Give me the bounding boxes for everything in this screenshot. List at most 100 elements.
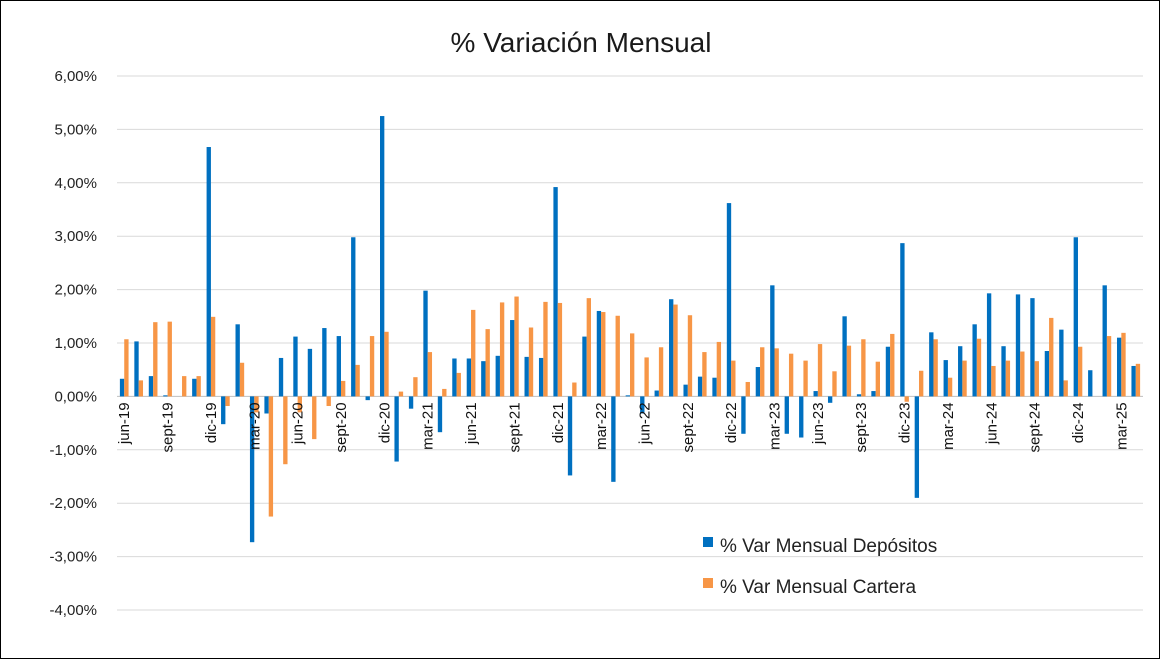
bar-cartera-dic-20 xyxy=(384,331,389,397)
bar-cartera-jul-20 xyxy=(312,396,317,440)
bar-depositos-jul-21 xyxy=(481,361,486,397)
bar-cartera-dic-21 xyxy=(557,302,563,397)
bar-depositos-oct-20 xyxy=(351,237,356,397)
bar-cartera-may-20 xyxy=(283,396,288,465)
y-tick-label: -3,00% xyxy=(49,549,97,566)
y-tick-label: 6,00% xyxy=(54,68,97,85)
bar-depositos-dic-21 xyxy=(553,187,558,397)
bar-cartera-may-23 xyxy=(803,360,808,397)
x-tick-label: dic-20 xyxy=(376,402,393,443)
bar-cartera-feb-20 xyxy=(239,362,245,397)
bar-depositos-jun-22 xyxy=(640,396,645,414)
x-tick-label: jun-24 xyxy=(983,402,1000,445)
x-tick-label: mar-22 xyxy=(593,402,610,450)
bar-depositos-jul-20 xyxy=(307,348,313,397)
x-tick-label: jun-19 xyxy=(116,402,133,445)
legend-swatch-cartera xyxy=(703,578,713,588)
bar-cartera-jun-23 xyxy=(817,344,823,397)
bar-depositos-nov-20 xyxy=(365,396,370,401)
bar-depositos-nov-22 xyxy=(712,377,717,397)
bar-depositos-dic-20 xyxy=(380,116,385,397)
bar-depositos-mar-22 xyxy=(596,310,602,397)
bar-depositos-feb-20 xyxy=(235,324,240,397)
bar-depositos-ene-23 xyxy=(741,396,746,434)
y-tick-label: 3,00% xyxy=(54,228,97,245)
bar-cartera-jun-24 xyxy=(991,365,996,397)
bar-cartera-oct-24 xyxy=(1049,317,1054,397)
bar-depositos-ene-20 xyxy=(221,396,226,425)
bar-depositos-nov-19 xyxy=(192,378,197,397)
bar-cartera-oct-21 xyxy=(528,327,534,397)
bar-depositos-dic-22 xyxy=(726,203,732,397)
y-tick-label: 4,00% xyxy=(54,175,97,192)
x-tick-label: mar-23 xyxy=(767,402,784,450)
x-tick-label: dic-24 xyxy=(1070,402,1087,443)
bar-depositos-ago-20 xyxy=(322,328,327,397)
bar-depositos-mar-20 xyxy=(249,396,255,543)
bar-cartera-ago-24 xyxy=(1020,351,1025,397)
bar-depositos-feb-23 xyxy=(755,367,761,397)
bar-depositos-dic-23 xyxy=(900,243,905,397)
x-tick-label: sept-21 xyxy=(506,402,523,452)
x-tick-label: jun-23 xyxy=(810,402,827,445)
bar-depositos-sept-21 xyxy=(510,320,515,397)
bar-cartera-jul-24 xyxy=(1005,360,1011,397)
bar-depositos-ago-23 xyxy=(842,316,847,397)
x-tick-label: dic-23 xyxy=(897,402,914,443)
bar-cartera-ago-20 xyxy=(326,396,331,407)
bar-depositos-jun-23 xyxy=(813,391,818,397)
bar-cartera-may-22 xyxy=(630,333,635,397)
bar-depositos-ene-24 xyxy=(914,396,920,498)
bar-depositos-mar-21 xyxy=(423,290,428,397)
bar-depositos-sept-22 xyxy=(683,384,688,397)
bar-depositos-abr-20 xyxy=(264,396,269,414)
bar-cartera-ago-22 xyxy=(673,304,678,397)
x-tick-label: mar-21 xyxy=(420,402,437,450)
bar-depositos-jun-19 xyxy=(119,378,125,397)
x-tick-label: sept-20 xyxy=(333,402,350,452)
bar-cartera-mar-23 xyxy=(774,348,779,397)
bar-depositos-nov-24 xyxy=(1059,329,1064,397)
bar-depositos-ene-25 xyxy=(1088,370,1093,397)
bar-cartera-feb-25 xyxy=(1106,336,1112,397)
bar-cartera-nov-23 xyxy=(890,333,895,397)
bar-cartera-nov-21 xyxy=(543,301,548,397)
y-axis-ticks: 6,00% 5,00% 4,00% 3,00% 2,00% 1,00% 0,00% -1,00… xyxy=(49,68,97,619)
bar-cartera-abr-20 xyxy=(268,396,274,517)
bar-depositos-dic-19 xyxy=(206,147,211,397)
bar-layer xyxy=(119,116,1141,543)
bar-cartera-sept-23 xyxy=(861,339,866,397)
bar-depositos-ago-22 xyxy=(669,299,674,397)
bar-depositos-oct-22 xyxy=(697,376,703,397)
bar-cartera-sept-22 xyxy=(687,315,693,397)
bar-depositos-sept-23 xyxy=(856,394,862,397)
bar-depositos-abr-23 xyxy=(784,396,789,434)
bar-depositos-nov-23 xyxy=(885,346,891,397)
bar-depositos-jun-21 xyxy=(466,358,472,397)
bar-cartera-oct-23 xyxy=(875,361,880,397)
bar-depositos-may-23 xyxy=(799,396,804,438)
bar-depositos-nov-21 xyxy=(538,357,544,397)
bar-cartera-jun-19 xyxy=(124,339,129,397)
bar-depositos-abr-25 xyxy=(1131,365,1136,397)
bar-depositos-abr-21 xyxy=(437,396,443,433)
x-tick-label: sept-19 xyxy=(160,402,177,452)
bar-depositos-jun-20 xyxy=(293,336,298,397)
bar-cartera-ene-24 xyxy=(919,370,924,397)
bar-depositos-ago-24 xyxy=(1015,294,1021,397)
bar-cartera-ago-19 xyxy=(153,322,158,397)
bar-cartera-jun-21 xyxy=(471,309,476,397)
bar-cartera-ene-22 xyxy=(572,382,577,397)
bar-cartera-sept-20 xyxy=(340,380,346,397)
bar-depositos-feb-24 xyxy=(929,332,934,397)
bar-cartera-sept-21 xyxy=(514,296,519,397)
bar-depositos-jul-22 xyxy=(654,390,659,397)
legend-swatch-depositos xyxy=(703,537,713,547)
bar-depositos-feb-21 xyxy=(408,396,414,409)
bar-cartera-mar-20 xyxy=(254,396,259,413)
bar-cartera-ago-23 xyxy=(846,345,852,397)
bar-cartera-sept-19 xyxy=(167,321,172,397)
x-tick-label: jun-20 xyxy=(290,402,307,445)
bar-depositos-abr-24 xyxy=(958,346,963,397)
